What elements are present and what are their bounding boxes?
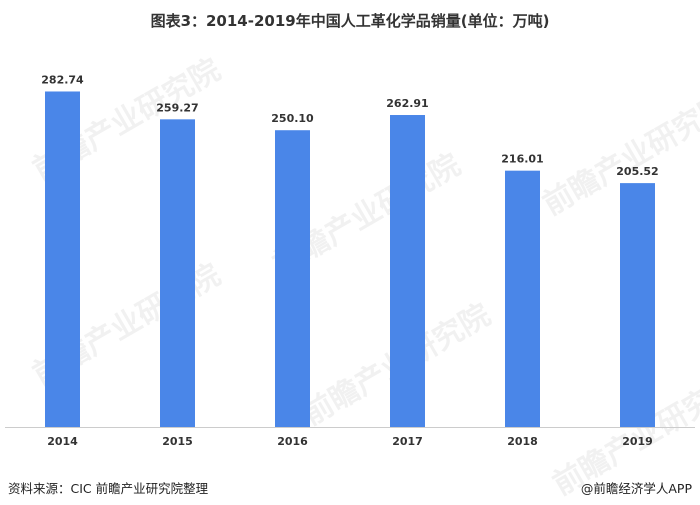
credit-note: @前瞻经济学人APP <box>580 481 692 496</box>
source-note: 资料来源：CIC 前瞻产业研究院整理 <box>8 481 209 496</box>
x-tick-2018: 2018 <box>507 435 538 448</box>
x-tick-2015: 2015 <box>162 435 193 448</box>
data-label-2016: 250.10 <box>271 112 314 125</box>
data-label-2019: 205.52 <box>616 165 658 178</box>
data-label-2015: 259.27 <box>156 101 198 114</box>
bar-2018 <box>505 170 540 427</box>
data-label-2017: 262.91 <box>386 97 428 110</box>
x-tick-2017: 2017 <box>392 435 423 448</box>
x-tick-2014: 2014 <box>47 435 78 448</box>
x-tick-2019: 2019 <box>622 435 653 448</box>
data-label-2014: 282.74 <box>41 73 84 86</box>
bar-2015 <box>160 119 195 427</box>
data-label-2018: 216.01 <box>501 153 543 166</box>
bar-2019 <box>620 183 655 427</box>
bar-2017 <box>390 115 425 428</box>
bar-2014 <box>45 91 80 427</box>
chart-title: 图表3：2014-2019年中国人工革化学品销量(单位：万吨) <box>150 12 550 30</box>
bar-2016 <box>275 130 310 427</box>
bar-chart: 282.74 2014 259.27 2015 250.10 2016 262.91 2017… <box>5 73 695 448</box>
x-tick-2016: 2016 <box>277 435 308 448</box>
